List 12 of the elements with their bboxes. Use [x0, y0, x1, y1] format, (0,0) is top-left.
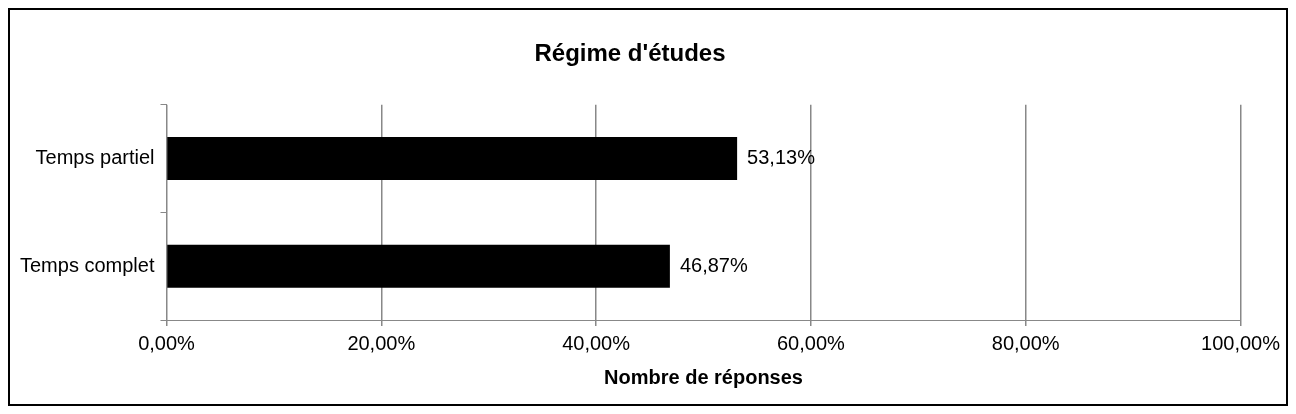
- x-tick-label: 0,00%: [138, 331, 196, 354]
- data-label: 53,13%: [747, 146, 816, 169]
- chart-title: Régime d'études: [534, 39, 726, 67]
- y-tick-label: Temps partiel: [35, 146, 155, 169]
- x-tick-label: 80,00%: [991, 331, 1060, 354]
- x-axis-title: Nombre de réponses: [604, 365, 803, 388]
- x-tick-label: 100,00%: [1201, 331, 1281, 354]
- x-tick-label: 40,00%: [562, 331, 631, 354]
- y-tick-label: Temps complet: [19, 253, 155, 276]
- x-tick-label: 60,00%: [776, 331, 846, 354]
- data-label: 46,87%: [679, 253, 748, 276]
- x-tick-label: 20,00%: [347, 331, 416, 354]
